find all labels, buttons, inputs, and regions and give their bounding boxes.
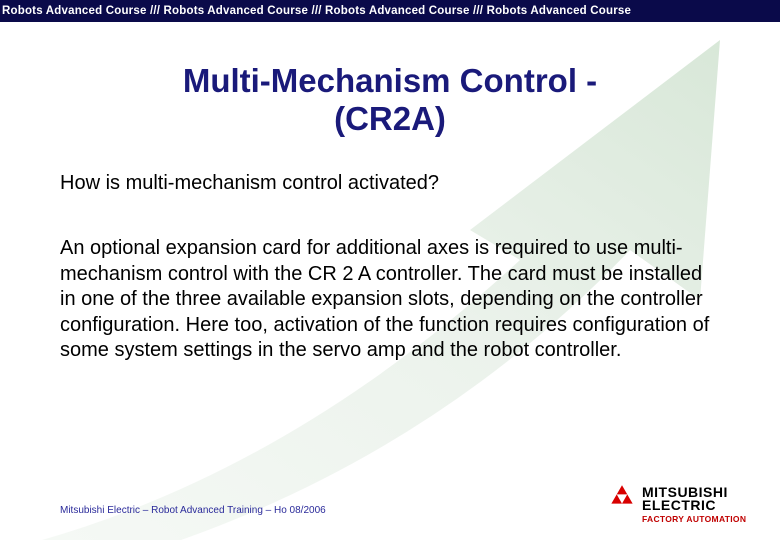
- footer-text: Mitsubishi Electric – Robot Advanced Tra…: [60, 505, 326, 516]
- header-text: Robots Advanced Course /// Robots Advanc…: [0, 0, 780, 22]
- question-text: How is multi-mechanism control activated…: [60, 172, 710, 195]
- mitsubishi-logo: MITSUBISHI ELECTRIC FACTORY AUTOMATION: [606, 485, 766, 524]
- mitsubishi-triangles-icon: [606, 485, 638, 513]
- slide-title: Multi-Mechanism Control - (CR2A): [0, 62, 780, 138]
- logo-brand-text: MITSUBISHI ELECTRIC: [642, 486, 728, 513]
- logo-line2: ELECTRIC: [642, 499, 728, 512]
- logo-top-row: MITSUBISHI ELECTRIC: [606, 485, 728, 513]
- header-bar: Robots Advanced Course /// Robots Advanc…: [0, 0, 780, 22]
- slide: Robots Advanced Course /// Robots Advanc…: [0, 0, 780, 540]
- logo-tagline: FACTORY AUTOMATION: [642, 514, 746, 524]
- body-text: An optional expansion card for additiona…: [60, 236, 712, 364]
